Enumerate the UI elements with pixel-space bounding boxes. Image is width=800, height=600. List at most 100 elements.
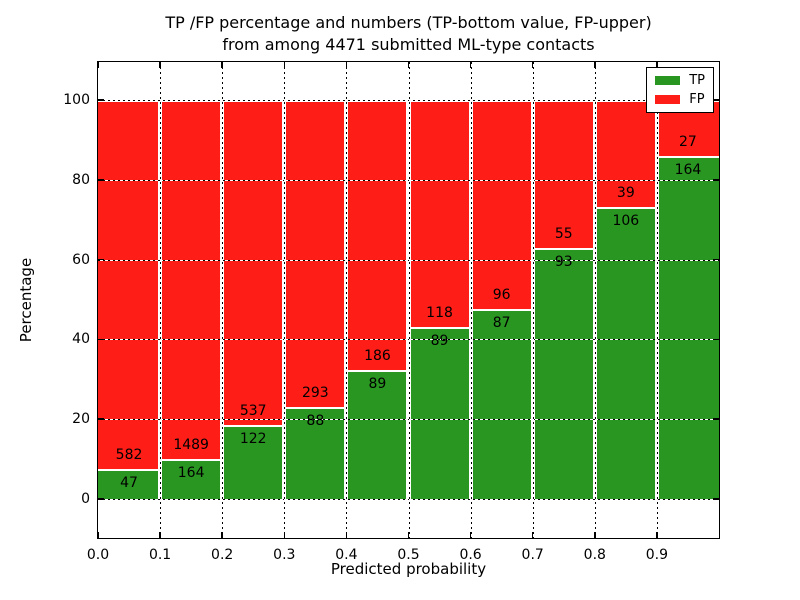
y-tick-left	[98, 258, 104, 261]
legend-item-tp: TP	[655, 74, 705, 87]
x-gridline	[594, 62, 596, 538]
bar-value-tp: 93	[554, 254, 573, 271]
x-tick-top	[531, 62, 534, 68]
gridlines-layer	[98, 62, 719, 538]
plot-area: 582 47 1489 164 537 122 293 88 186 89 118 89 96 87 55 9…	[63, 61, 720, 563]
bar-segment-fp	[532, 99, 595, 249]
x-tick-bottom	[407, 532, 410, 538]
x-tick-label: 0.2	[211, 547, 234, 563]
y-axis-label-wrap: Percentage	[14, 61, 38, 539]
y-tick-left	[98, 418, 104, 420]
x-tick-top	[469, 62, 472, 68]
bar-segment-fp	[160, 99, 223, 460]
bar-value-fp: 293	[301, 384, 329, 401]
bar-value-fp: 39	[616, 185, 635, 202]
bar-value-fp: 118	[426, 305, 453, 322]
x-tick-bottom	[594, 532, 596, 538]
y-tick-label: 60	[72, 251, 90, 268]
bar-segment-fp	[222, 99, 285, 426]
bar-value-tp: 89	[430, 333, 449, 350]
x-tick-bottom	[656, 532, 658, 538]
y-tick-label: 100	[63, 91, 90, 108]
x-tick-label: 0.0	[86, 547, 110, 563]
x-gridline	[656, 62, 658, 538]
legend-label-tp: TP	[689, 73, 705, 88]
bar-segment-tp	[222, 425, 285, 500]
legend-label-fp: FP	[689, 92, 705, 107]
x-tick-top	[283, 62, 286, 68]
x-tick-top	[594, 62, 596, 68]
bar-segment-tp	[346, 369, 409, 500]
legend: TP FP	[646, 67, 714, 113]
bar-value-tp: 164	[177, 465, 205, 482]
x-tick-bottom	[345, 532, 348, 538]
bar-value-tp: 89	[368, 375, 387, 392]
y-tick-right	[713, 179, 719, 181]
bar-value-tp: 164	[674, 162, 702, 179]
x-tick-label: 0.5	[397, 547, 420, 563]
x-tick-label: 0.4	[335, 547, 358, 563]
bar-value-tp: 122	[239, 431, 267, 448]
bar-value-tp: 87	[492, 315, 511, 332]
x-tick-bottom	[283, 532, 286, 538]
bar-value-tp: 47	[120, 475, 138, 492]
bar-segment-fp	[594, 99, 657, 208]
x-tick-top	[159, 62, 161, 68]
bar-value-fp: 96	[492, 287, 511, 304]
labels-layer: 582 47 1489 164 537 122 293 88 186 89 118 89 96 87 55 9…	[63, 62, 719, 563]
x-gridline	[222, 62, 224, 538]
bar-segment-tp	[594, 207, 657, 500]
bar-value-fp: 27	[679, 134, 697, 151]
x-gridline	[284, 62, 286, 538]
bar-segment-tp	[656, 156, 719, 500]
x-tick-label: 0.1	[148, 547, 172, 563]
x-tick-top	[221, 62, 223, 68]
bar-value-fp: 186	[364, 347, 391, 364]
y-tick-left	[98, 498, 104, 500]
x-tick-label: 0.3	[273, 547, 296, 563]
y-tick-left	[98, 338, 104, 341]
x-gridline	[346, 62, 348, 538]
bar-segment-tp	[408, 327, 471, 500]
chart-title: TP /FP percentage and numbers (TP-bottom…	[97, 12, 720, 56]
fp-swatch-icon	[655, 95, 681, 104]
bar-value-fp: 582	[115, 447, 143, 464]
tp-swatch-icon	[655, 76, 681, 85]
y-tick-label: 0	[81, 491, 90, 508]
bar-segment-fp	[346, 99, 409, 370]
bar-segment-tp	[470, 309, 533, 500]
x-gridline	[160, 62, 162, 538]
bar-segment-tp	[532, 248, 595, 500]
bar-segment-fp	[98, 99, 161, 470]
x-tick-label: 0.6	[459, 547, 482, 563]
y-tick-label: 20	[72, 411, 90, 428]
y-tick-label: 40	[72, 331, 90, 348]
y-tick-right	[713, 338, 719, 341]
bar-value-tp: 106	[612, 213, 640, 230]
chart-title-line2: from among 4471 submitted ML-type contac…	[222, 35, 595, 54]
x-gridline	[532, 62, 534, 538]
x-axis-label: Predicted probability	[330, 560, 487, 578]
y-axis-label: Percentage	[17, 257, 36, 343]
x-tick-bottom	[469, 532, 472, 538]
x-tick-bottom	[531, 532, 534, 538]
x-tick-bottom	[221, 532, 223, 538]
y-tick-right	[713, 498, 719, 500]
x-tick-top	[656, 62, 658, 68]
bar-segment-tp	[98, 469, 161, 500]
bar-segment-fp	[470, 99, 533, 310]
x-tick-label: 0.7	[521, 547, 544, 563]
bar-segment-fp	[408, 99, 471, 328]
x-gridline	[470, 62, 472, 538]
x-tick-top	[345, 62, 348, 68]
chart-title-line1: TP /FP percentage and numbers (TP-bottom…	[165, 13, 652, 32]
bar-segment-tp	[160, 459, 223, 500]
y-tick-right	[713, 258, 719, 261]
y-tick-left	[98, 179, 104, 181]
bar-value-fp: 1489	[173, 437, 209, 454]
x-tick-label: 0.8	[583, 547, 606, 563]
x-tick-top	[407, 62, 410, 68]
bar-value-fp: 537	[239, 403, 267, 420]
x-gridline	[408, 62, 410, 538]
x-tick-top	[97, 62, 99, 68]
